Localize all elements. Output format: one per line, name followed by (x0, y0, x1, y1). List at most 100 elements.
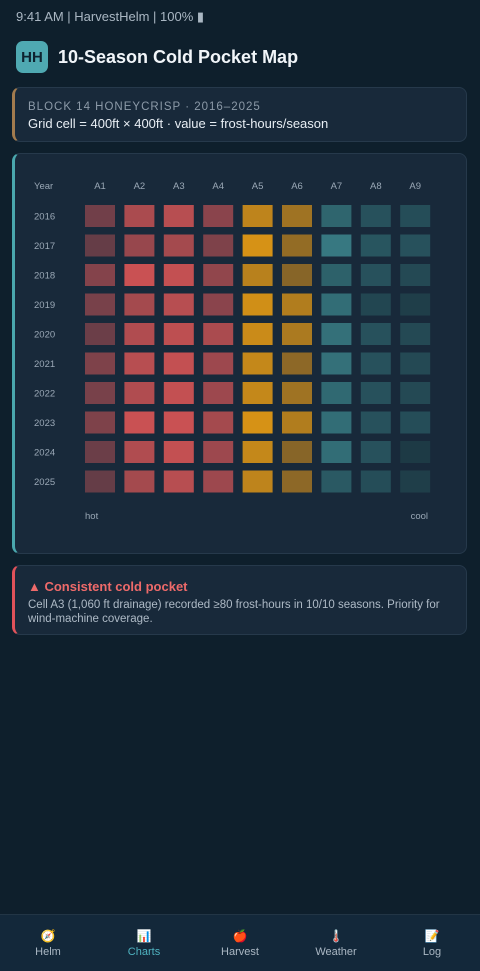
heat-cell[interactable] (400, 470, 431, 493)
tab-charts[interactable]: 📊 Charts (96, 915, 192, 971)
heat-cell[interactable] (360, 323, 391, 345)
heat-cell[interactable] (242, 323, 273, 345)
heat-cell[interactable] (321, 234, 352, 257)
heat-cell[interactable] (203, 293, 234, 316)
heat-cell[interactable] (321, 323, 352, 345)
heat-cell[interactable] (400, 441, 431, 463)
heat-cell[interactable] (360, 441, 391, 463)
heat-cell[interactable] (124, 470, 155, 493)
heat-cell[interactable] (203, 382, 234, 404)
heat-cell[interactable] (242, 234, 273, 257)
heat-cell[interactable] (242, 352, 273, 375)
heat-cell[interactable] (85, 234, 115, 257)
heat-cell[interactable] (124, 323, 155, 345)
tab-weather[interactable]: 🌡️ Weather (288, 915, 384, 971)
heat-cell[interactable] (203, 411, 234, 434)
tab-harvest[interactable]: 🍎 Harvest (192, 915, 288, 971)
column-label: A7 (331, 181, 343, 192)
heat-cell[interactable] (163, 411, 194, 434)
heat-cell[interactable] (321, 470, 352, 493)
heat-cell[interactable] (203, 470, 234, 493)
heat-cell[interactable] (282, 264, 312, 286)
heat-cell[interactable] (163, 441, 194, 463)
heat-cell[interactable] (163, 382, 194, 404)
heat-cell[interactable] (360, 205, 391, 227)
heat-cell[interactable] (400, 382, 431, 404)
heat-cell[interactable] (85, 205, 115, 227)
heat-cell[interactable] (321, 205, 352, 227)
heat-cell[interactable] (282, 293, 312, 316)
heat-cell[interactable] (400, 205, 431, 227)
heat-cell[interactable] (124, 205, 155, 227)
heat-cell[interactable] (163, 264, 194, 286)
heat-cell[interactable] (360, 293, 391, 316)
heat-cell[interactable] (282, 205, 312, 227)
tab-helm[interactable]: 🧭 Helm (0, 915, 96, 971)
heat-cell[interactable] (321, 264, 352, 286)
heat-cell[interactable] (242, 441, 273, 463)
heat-cell[interactable] (360, 234, 391, 257)
heat-cell[interactable] (163, 352, 194, 375)
heat-cell[interactable] (124, 441, 155, 463)
compass-icon: 🧭 (40, 928, 56, 943)
heat-cell[interactable] (242, 411, 273, 434)
heat-cell[interactable] (203, 234, 234, 257)
heat-cell[interactable] (321, 352, 352, 375)
heat-cell[interactable] (85, 293, 115, 316)
heat-cell[interactable] (242, 205, 273, 227)
heat-cell[interactable] (400, 411, 431, 434)
heat-cell[interactable] (85, 441, 115, 463)
heat-cell[interactable] (203, 323, 234, 345)
heat-cell[interactable] (163, 293, 194, 316)
heat-cell[interactable] (85, 264, 115, 286)
heat-cell[interactable] (124, 234, 155, 257)
heat-cell[interactable] (124, 352, 155, 375)
heat-cell[interactable] (400, 264, 431, 286)
heat-cell[interactable] (360, 411, 391, 434)
heat-cell[interactable] (321, 382, 352, 404)
heat-cell[interactable] (85, 411, 115, 434)
heat-cell[interactable] (360, 264, 391, 286)
heat-cell[interactable] (360, 470, 391, 493)
heat-cell[interactable] (282, 382, 312, 404)
heat-cell[interactable] (124, 411, 155, 434)
heat-cell[interactable] (321, 441, 352, 463)
info-card: BLOCK 14 HONEYCRISP · 2016–2025 Grid cel… (12, 87, 467, 142)
heat-cell[interactable] (282, 352, 312, 375)
heat-cell[interactable] (163, 470, 194, 493)
heat-cell[interactable] (203, 441, 234, 463)
heat-cell[interactable] (242, 382, 273, 404)
heat-cell[interactable] (360, 352, 391, 375)
heat-cell[interactable] (203, 205, 234, 227)
heat-cell[interactable] (282, 441, 312, 463)
heat-cell[interactable] (124, 382, 155, 404)
heat-cell[interactable] (360, 382, 391, 404)
heat-cell[interactable] (124, 264, 155, 286)
heat-cell[interactable] (400, 293, 431, 316)
heat-cell[interactable] (163, 234, 194, 257)
heat-cell[interactable] (282, 234, 312, 257)
heat-cell[interactable] (400, 352, 431, 375)
heat-cell[interactable] (242, 264, 273, 286)
tab-log[interactable]: 📝 Log (384, 915, 480, 971)
heat-cell[interactable] (242, 470, 273, 493)
column-label: A9 (409, 181, 421, 192)
heat-cell[interactable] (242, 293, 273, 316)
heat-cell[interactable] (85, 382, 115, 404)
heat-cell[interactable] (85, 470, 115, 493)
heat-cell[interactable] (282, 323, 312, 345)
heat-cell[interactable] (321, 293, 352, 316)
heat-cell[interactable] (85, 352, 115, 375)
heat-cell[interactable] (400, 323, 431, 345)
heat-cell[interactable] (282, 411, 312, 434)
heat-cell[interactable] (124, 293, 155, 316)
heat-cell[interactable] (203, 264, 234, 286)
heat-cell[interactable] (282, 470, 312, 493)
heat-cell[interactable] (321, 411, 352, 434)
heat-cell[interactable] (85, 323, 115, 345)
heat-cell[interactable] (400, 234, 431, 257)
heat-cell[interactable] (203, 352, 234, 375)
block-overline: BLOCK 14 HONEYCRISP · 2016–2025 (28, 101, 261, 113)
heat-cell[interactable] (163, 323, 194, 345)
heat-cell[interactable] (163, 205, 194, 227)
